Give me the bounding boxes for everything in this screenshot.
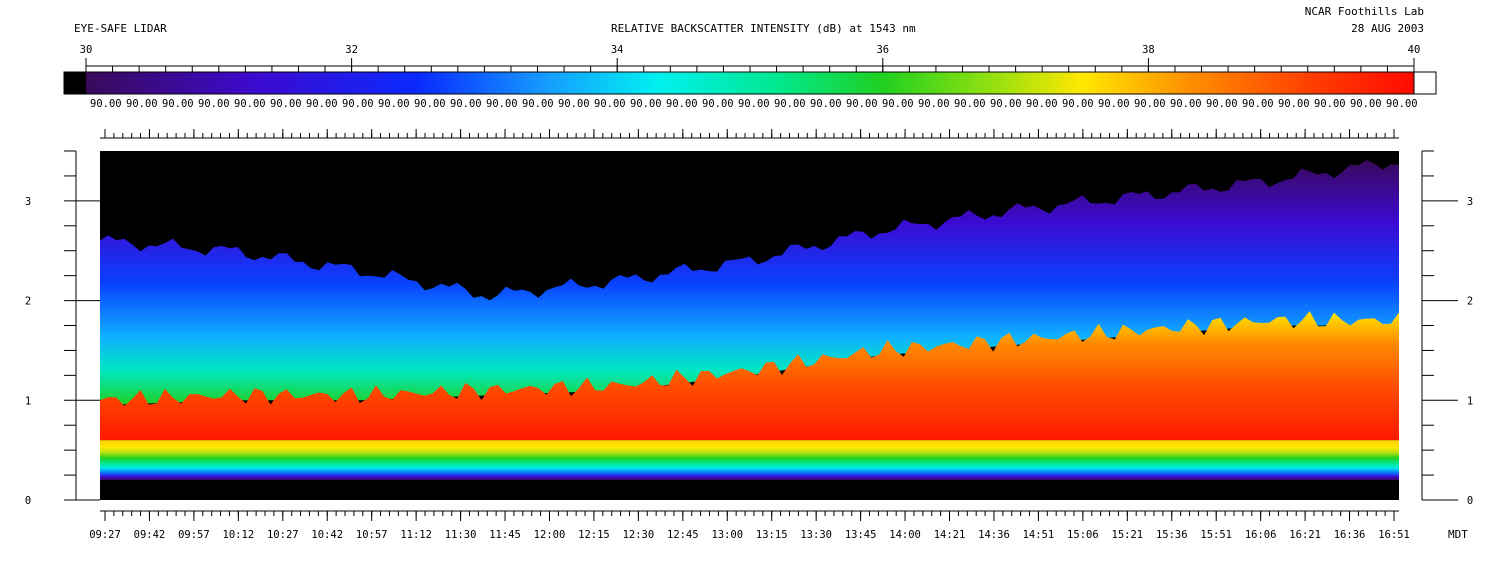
colorbar-bin-label: 90.00 bbox=[954, 98, 986, 110]
colorbar-tick-label: 36 bbox=[876, 44, 889, 56]
colorbar-bin-label: 90.00 bbox=[558, 98, 590, 110]
colorbar: 30 32 34 36 38 40 90.00 90.00 90.00 90.00 90.00 90.… bbox=[63, 44, 1437, 110]
colorbar-bin-label: 90.00 bbox=[450, 98, 482, 110]
near-field-band bbox=[100, 440, 1399, 481]
x-tick-label: 15:36 bbox=[1156, 529, 1188, 541]
x-tick-label: 13:15 bbox=[756, 529, 788, 541]
x-tick-label: 09:42 bbox=[134, 529, 166, 541]
colorbar-bin-label: 90.00 bbox=[486, 98, 518, 110]
date-label: 28 AUG 2003 bbox=[1351, 22, 1424, 35]
y-tick-label-right: 1 bbox=[1467, 395, 1473, 407]
org-label: NCAR Foothills Lab bbox=[1304, 5, 1424, 18]
x-tick-label: 09:27 bbox=[89, 529, 121, 541]
colorbar-bin-label: 90.00 bbox=[1386, 98, 1418, 110]
colorbar-bin-label: 90.00 bbox=[198, 98, 230, 110]
colorbar-low-cap bbox=[64, 72, 86, 94]
aerosol-layer bbox=[100, 160, 1399, 406]
colorbar-bin-label: 90.00 bbox=[522, 98, 554, 110]
colorbar-bin-label: 90.00 bbox=[594, 98, 626, 110]
x-tick-label: 10:12 bbox=[223, 529, 255, 541]
x-tick-label: 15:06 bbox=[1067, 529, 1099, 541]
colorbar-bin-label: 90.00 bbox=[1134, 98, 1166, 110]
colorbar-bin-label: 90.00 bbox=[306, 98, 338, 110]
mixed-layer bbox=[100, 311, 1399, 441]
x-tick-label: 13:45 bbox=[845, 529, 877, 541]
colorbar-bin-label: 90.00 bbox=[126, 98, 158, 110]
x-tick-label: 16:36 bbox=[1334, 529, 1366, 541]
y-tick-label-left: 2 bbox=[25, 296, 31, 308]
y-tick-label-left: 3 bbox=[25, 196, 31, 208]
x-tick-label: 13:30 bbox=[800, 529, 832, 541]
y-tick-label-left: 1 bbox=[25, 395, 31, 407]
colorbar-bin-label: 90.00 bbox=[1314, 98, 1346, 110]
colorbar-bin-label: 90.00 bbox=[882, 98, 914, 110]
colorbar-tick-label: 34 bbox=[611, 44, 624, 56]
colorbar-bin-label: 90.00 bbox=[414, 98, 446, 110]
colorbar-bin-label: 90.00 bbox=[810, 98, 842, 110]
x-tick-label: 15:51 bbox=[1200, 529, 1232, 541]
x-tick-label: 11:30 bbox=[445, 529, 477, 541]
colorbar-bin-label: 90.00 bbox=[702, 98, 734, 110]
colorbar-bin-label: 90.00 bbox=[1170, 98, 1202, 110]
colorbar-tick-label: 30 bbox=[80, 44, 93, 56]
x-tick-label: 12:15 bbox=[578, 529, 610, 541]
x-tick-label: 10:27 bbox=[267, 529, 299, 541]
x-tick-label: 15:21 bbox=[1112, 529, 1144, 541]
x-tick-label: 14:51 bbox=[1023, 529, 1055, 541]
y-tick-label-left: 0 bbox=[25, 495, 31, 507]
x-tick-label: 11:45 bbox=[489, 529, 521, 541]
plot-area bbox=[100, 151, 1399, 500]
colorbar-bin-label: 90.00 bbox=[1242, 98, 1274, 110]
x-tick-label: 12:00 bbox=[534, 529, 566, 541]
colorbar-bin-label: 90.00 bbox=[918, 98, 950, 110]
colorbar-gradient bbox=[86, 72, 1414, 94]
colorbar-bin-label: 90.00 bbox=[342, 98, 374, 110]
colorbar-bin-label: 90.00 bbox=[1278, 98, 1310, 110]
x-tick-label: 13:00 bbox=[711, 529, 743, 541]
colorbar-bin-label: 90.00 bbox=[378, 98, 410, 110]
colorbar-tick-label: 32 bbox=[345, 44, 358, 56]
colorbar-bin-label: 90.00 bbox=[990, 98, 1022, 110]
x-tick-label: 16:51 bbox=[1378, 529, 1410, 541]
y-tick-label-right: 2 bbox=[1467, 296, 1473, 308]
colorbar-bin-label: 90.00 bbox=[90, 98, 122, 110]
x-tick-label: 14:21 bbox=[934, 529, 966, 541]
colorbar-bin-label: 90.00 bbox=[846, 98, 878, 110]
x-tick-label: 14:00 bbox=[889, 529, 921, 541]
x-tick-label: 10:42 bbox=[311, 529, 343, 541]
colorbar-tick-label: 40 bbox=[1408, 44, 1421, 56]
colorbar-bin-label: 90.00 bbox=[1206, 98, 1238, 110]
colorbar-bin-label: 90.00 bbox=[774, 98, 806, 110]
colorbar-tick-label: 38 bbox=[1142, 44, 1155, 56]
x-tick-label: 10:57 bbox=[356, 529, 388, 541]
colorbar-bin-label: 90.00 bbox=[1350, 98, 1382, 110]
x-tick-label: 14:36 bbox=[978, 529, 1010, 541]
x-tick-label: 12:30 bbox=[623, 529, 655, 541]
colorbar-bin-label: 90.00 bbox=[270, 98, 302, 110]
colorbar-bin-label: 90.00 bbox=[1062, 98, 1094, 110]
y-tick-label-right: 3 bbox=[1467, 196, 1473, 208]
y-tick-label-right: 0 bbox=[1467, 495, 1473, 507]
colorbar-bin-label: 90.00 bbox=[1098, 98, 1130, 110]
colorbar-bin-label: 90.00 bbox=[162, 98, 194, 110]
left-title: EYE-SAFE LIDAR bbox=[74, 22, 167, 35]
colorbar-bin-label: 90.00 bbox=[630, 98, 662, 110]
colorbar-bin-label: 90.00 bbox=[666, 98, 698, 110]
chart-title: RELATIVE BACKSCATTER INTENSITY (dB) at 1… bbox=[611, 22, 916, 35]
x-tick-label: 11:12 bbox=[400, 529, 432, 541]
x-tick-label: 12:45 bbox=[667, 529, 699, 541]
x-tick-label: 09:57 bbox=[178, 529, 210, 541]
x-tick-label: 16:06 bbox=[1245, 529, 1277, 541]
colorbar-bin-label: 90.00 bbox=[234, 98, 266, 110]
colorbar-bin-label: 90.00 bbox=[738, 98, 770, 110]
x-unit-label: MDT bbox=[1448, 528, 1468, 541]
colorbar-high-cap bbox=[1413, 71, 1437, 95]
colorbar-bin-label: 90.00 bbox=[1026, 98, 1058, 110]
x-tick-label: 16:21 bbox=[1289, 529, 1321, 541]
